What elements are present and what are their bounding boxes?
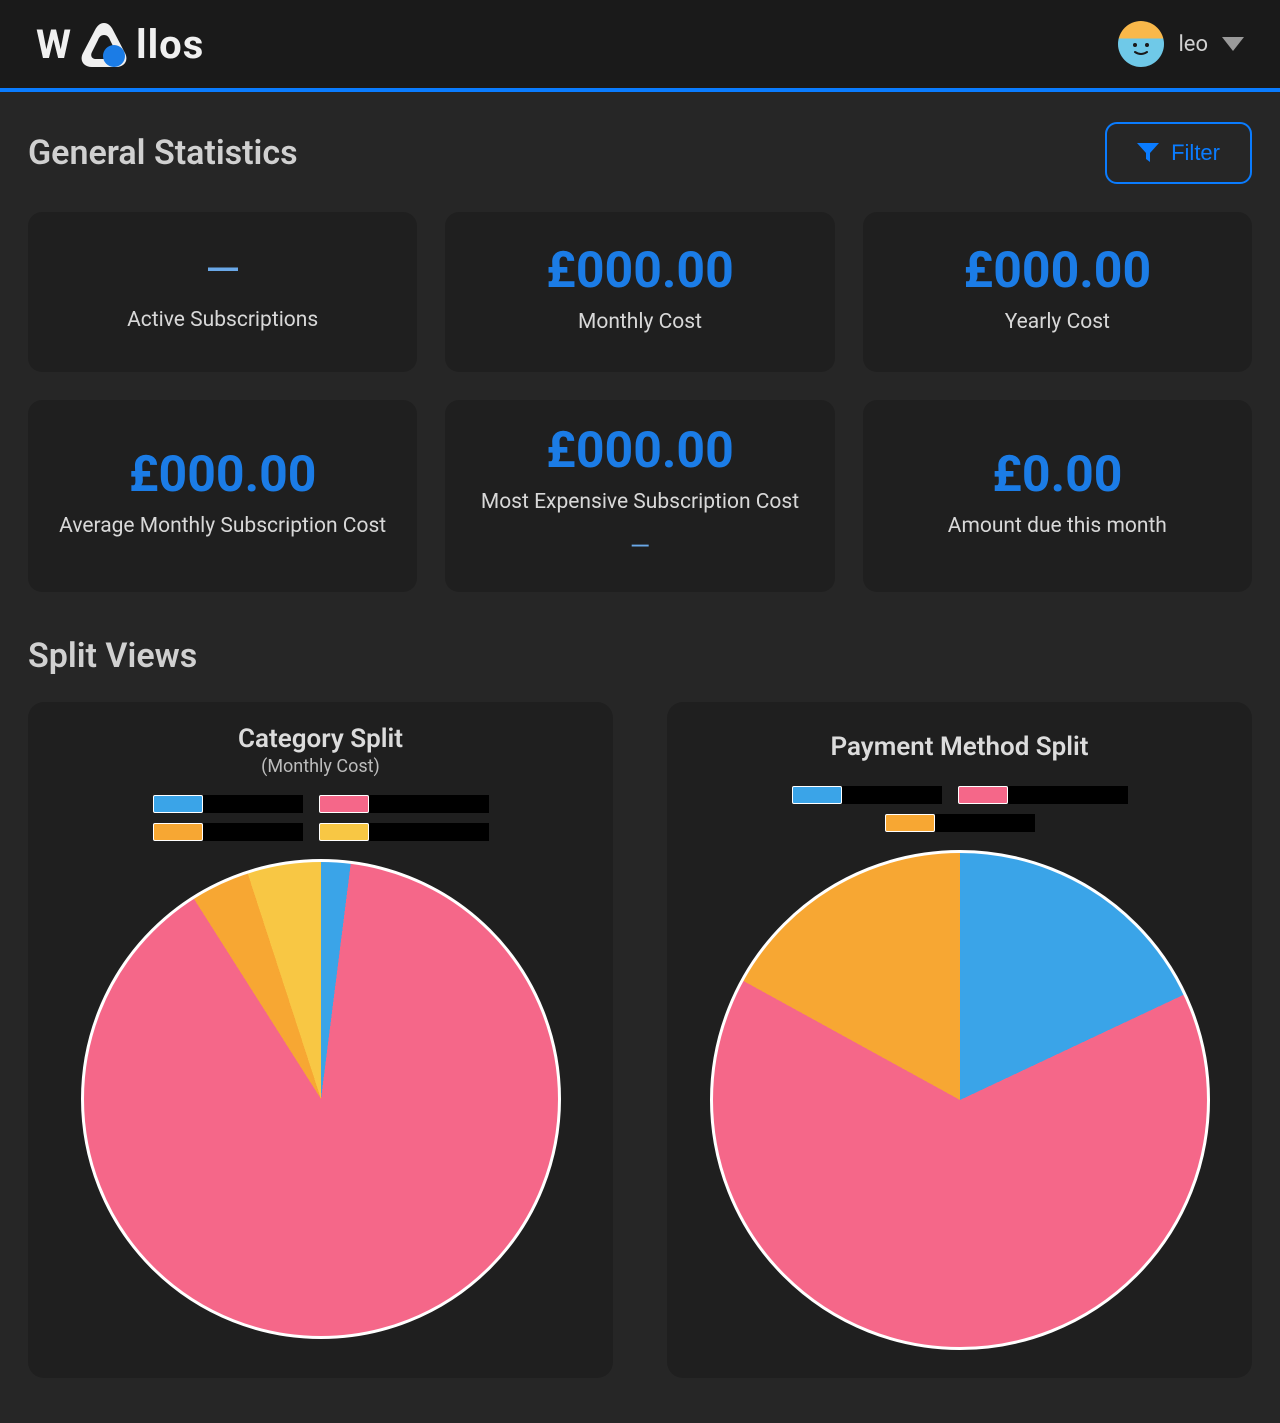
payment-pie-chart	[710, 850, 1210, 1350]
main-content: General Statistics Filter — Active Subscr…	[0, 92, 1280, 1418]
brand-text-right: llos	[136, 21, 204, 68]
legend-swatch	[319, 795, 369, 813]
legend-item	[153, 823, 303, 841]
split-views-grid: Category Split (Monthly Cost) Payment Me…	[28, 702, 1252, 1378]
general-stats-title: General Statistics	[28, 133, 298, 173]
stat-card: £000.00 Monthly Cost	[445, 212, 834, 372]
brand-mark-icon	[78, 21, 130, 67]
stat-card: £000.00 Most Expensive Subscription Cost —	[445, 400, 834, 592]
stat-value: £000.00	[883, 246, 1232, 296]
category-pie-chart	[81, 859, 561, 1339]
legend-item	[319, 823, 489, 841]
category-chart-subtitle: (Monthly Cost)	[261, 756, 380, 777]
legend-item	[319, 795, 489, 813]
legend-label	[842, 786, 942, 804]
legend-label	[369, 795, 489, 813]
stat-label: Monthly Cost	[465, 310, 814, 334]
legend-swatch	[153, 823, 203, 841]
stat-label: Most Expensive Subscription Cost	[465, 490, 814, 514]
stat-value: £000.00	[465, 426, 814, 476]
legend-item	[153, 795, 303, 813]
stat-label: Active Subscriptions	[48, 308, 397, 332]
stat-value: £000.00	[465, 246, 814, 296]
payment-chart-title: Payment Method Split	[830, 732, 1088, 762]
stat-card: £000.00 Average Monthly Subscription Cost	[28, 400, 417, 592]
stat-label: Amount due this month	[883, 514, 1232, 538]
payment-split-card: Payment Method Split	[667, 702, 1252, 1378]
legend-label	[369, 823, 489, 841]
split-views-title: Split Views	[28, 636, 1252, 676]
stat-value: £000.00	[48, 450, 397, 500]
legend-item	[792, 786, 942, 804]
user-menu[interactable]: leo	[1118, 21, 1244, 67]
payment-pie-wrap	[710, 850, 1210, 1350]
filter-icon	[1137, 143, 1159, 163]
legend-swatch	[319, 823, 369, 841]
legend-label	[203, 823, 303, 841]
stat-card: £0.00 Amount due this month	[863, 400, 1252, 592]
payment-legend	[720, 786, 1200, 832]
stat-value: —	[48, 248, 397, 294]
legend-item	[885, 814, 1035, 832]
category-legend	[81, 795, 561, 841]
stat-card: £000.00 Yearly Cost	[863, 212, 1252, 372]
filter-label: Filter	[1171, 140, 1220, 166]
stat-sub: —	[465, 532, 814, 562]
legend-item	[958, 786, 1128, 804]
stat-card: — Active Subscriptions	[28, 212, 417, 372]
avatar	[1118, 21, 1164, 67]
legend-swatch	[792, 786, 842, 804]
legend-swatch	[885, 814, 935, 832]
legend-swatch	[958, 786, 1008, 804]
username: leo	[1178, 32, 1208, 57]
category-chart-title: Category Split	[238, 724, 403, 754]
category-pie-wrap	[81, 859, 561, 1339]
stat-label: Average Monthly Subscription Cost	[48, 514, 397, 538]
brand-text-left: W	[36, 21, 72, 68]
legend-swatch	[153, 795, 203, 813]
legend-label	[1008, 786, 1128, 804]
stats-grid: — Active Subscriptions £000.00 Monthly Cost…	[28, 212, 1252, 592]
chevron-down-icon	[1222, 37, 1244, 51]
legend-label	[203, 795, 303, 813]
filter-button[interactable]: Filter	[1105, 122, 1252, 184]
stat-label: Yearly Cost	[883, 310, 1232, 334]
general-stats-header: General Statistics Filter	[28, 122, 1252, 184]
topbar: W llos leo	[0, 0, 1280, 92]
category-split-card: Category Split (Monthly Cost)	[28, 702, 613, 1378]
stat-value: £0.00	[883, 450, 1232, 500]
brand-logo[interactable]: W llos	[36, 21, 204, 68]
legend-label	[935, 814, 1035, 832]
